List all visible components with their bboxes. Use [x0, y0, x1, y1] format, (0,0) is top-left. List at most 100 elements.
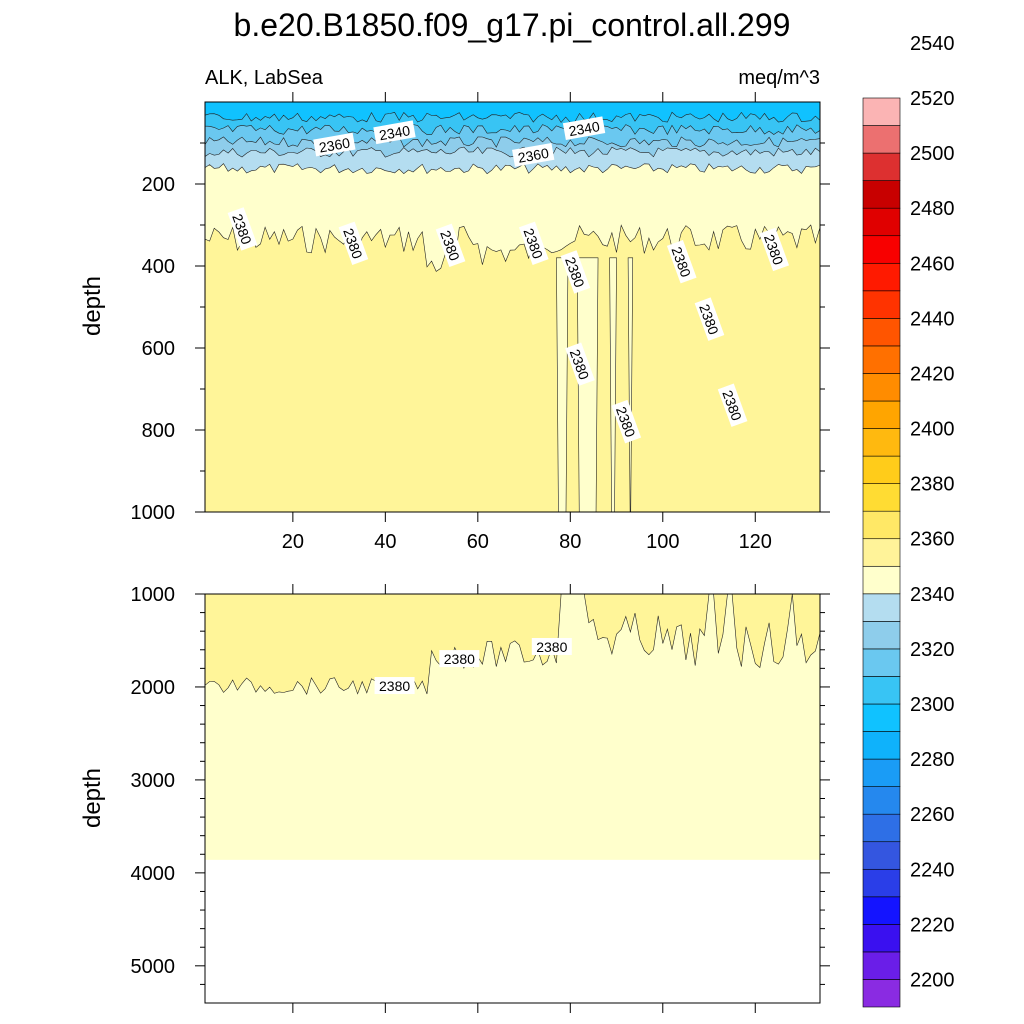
colorbar-swatch — [862, 924, 901, 953]
colorbar-swatch — [862, 152, 901, 181]
upper-ytick-label: 800 — [142, 420, 175, 442]
contour-band-upper — [204, 101, 821, 123]
upper-xtick-label: 120 — [739, 531, 772, 553]
contour-label-bg — [611, 399, 642, 444]
lower-panel: 1000 2000 3000 4000 5000 2380 2380 2380 — [131, 584, 830, 1013]
upper-xtick-label: 40 — [374, 531, 396, 553]
colorbar-tick-label: 2340 — [910, 584, 955, 606]
colorbar-tick-label: 2260 — [910, 804, 955, 826]
contour-label: 2380 — [374, 677, 415, 695]
colorbar-tick-label: 2520 — [910, 88, 955, 110]
contour-label-bg — [338, 221, 369, 265]
colorbar-swatch — [862, 703, 901, 732]
contour-label-bg — [759, 227, 790, 272]
contour-label-bg — [562, 116, 606, 141]
left-subtitle: ALK, LabSea — [205, 67, 324, 89]
colorbar-swatch — [862, 262, 901, 292]
upper-ylabel: depth — [79, 276, 106, 336]
contour-label-text: 2380 — [536, 639, 567, 655]
upper-ytick-label: 1000 — [131, 502, 176, 524]
colorbar-swatch — [862, 428, 901, 457]
colorbar-swatch — [862, 538, 901, 567]
contour-label-bg — [560, 250, 591, 294]
colorbar-tick-label: 2240 — [910, 859, 955, 881]
contour-label-bg — [518, 221, 549, 265]
contour-label-bg — [373, 120, 416, 145]
lower-ytick-label: 1000 — [131, 584, 176, 606]
upper-xtick-label: 20 — [282, 531, 304, 553]
colorbar-swatch — [862, 483, 901, 512]
colorbar-tick-label: 2420 — [910, 363, 955, 385]
lower-ytick-label: 3000 — [131, 770, 176, 792]
contour-label: 2340 — [562, 116, 606, 141]
colorbar-swatch — [862, 951, 901, 980]
colorbar-tick-label: 2500 — [910, 143, 955, 165]
contour-label-bg — [531, 637, 572, 655]
contour-label: 2340 — [373, 120, 416, 145]
colorbar-swatch — [862, 290, 901, 319]
contour-label-bg — [565, 342, 595, 386]
colorbar-swatch — [862, 235, 901, 264]
colorbar-swatch — [862, 786, 901, 815]
colorbar-swatch — [862, 731, 901, 760]
contour-label-bg — [227, 207, 258, 251]
colorbar-tick-label: 2300 — [910, 694, 955, 716]
colorbar-swatch — [862, 565, 901, 595]
upper-ytick-label: 600 — [142, 338, 175, 360]
colorbar-swatch — [862, 180, 901, 209]
upper-xtick-label: 60 — [467, 531, 489, 553]
contour-label-text: 2380 — [444, 651, 475, 667]
colorbar-swatch — [862, 97, 901, 126]
contour-label: 2380 — [439, 650, 480, 668]
contour-label: 2380 — [338, 221, 369, 265]
contour-2380-lower — [204, 593, 821, 695]
colorbar-swatch — [862, 318, 901, 347]
colorbar-swatch — [862, 125, 901, 154]
lower-ytick-label: 4000 — [131, 863, 176, 885]
colorbar-swatch — [862, 345, 901, 374]
colorbar-tick-label: 2280 — [910, 749, 955, 771]
contour-label-bg — [694, 297, 725, 341]
colorbar-swatch — [862, 207, 901, 237]
contour-label-bg — [313, 132, 356, 157]
upper-ytick-label: 200 — [142, 174, 175, 196]
colorbar-swatch — [862, 593, 901, 622]
colorbar-swatch — [862, 813, 901, 843]
colorbar-swatch — [862, 676, 901, 705]
right-subtitle: meq/m^3 — [738, 67, 820, 89]
contour-label-bg — [439, 650, 480, 668]
colorbar-tick-label: 2480 — [910, 198, 955, 220]
colorbar-tick-label: 2440 — [910, 308, 955, 330]
colorbar-tick-label: 2360 — [910, 529, 955, 551]
colorbar-swatch — [862, 896, 901, 925]
colorbar-swatch — [862, 979, 901, 1008]
colorbar-swatch — [862, 648, 901, 677]
colorbar-swatch — [862, 455, 901, 484]
colorbar-swatch — [862, 758, 901, 787]
colorbar-swatch — [862, 510, 901, 540]
colorbar-swatch — [862, 400, 901, 429]
colorbar-swatch — [862, 373, 901, 402]
contour-label-text: 2360 — [318, 134, 352, 155]
contour-label-bg — [374, 677, 415, 695]
lower-ytick-label: 2000 — [131, 677, 176, 699]
upper-ytick-label: 400 — [142, 256, 175, 278]
contour-label: 2360 — [313, 132, 356, 157]
colorbar-tick-label: 2200 — [910, 969, 955, 991]
contour-label: 2380 — [531, 637, 572, 655]
lower-ytick-label: 5000 — [131, 956, 176, 978]
colorbar: 2200 2220 2240 2260 2280 2300 2320 2340 2360 2380… — [862, 33, 955, 1008]
contour-label-bg — [717, 383, 748, 427]
colorbar-tick-label: 2400 — [910, 419, 955, 441]
contour-label-text: 2380 — [379, 678, 410, 694]
contour-label-bg — [666, 240, 697, 284]
contour-channel — [556, 257, 569, 513]
colorbar-swatch — [862, 868, 901, 898]
upper-xtick-label: 100 — [646, 531, 679, 553]
colorbar-tick-label: 2320 — [910, 639, 955, 661]
colorbar-tick-label: 2220 — [910, 914, 955, 936]
contour-label-bg — [435, 223, 466, 268]
contour-label-text: 2340 — [378, 122, 412, 143]
chart-title: b.e20.B1850.f09_g17.pi_control.all.299 — [234, 7, 791, 43]
